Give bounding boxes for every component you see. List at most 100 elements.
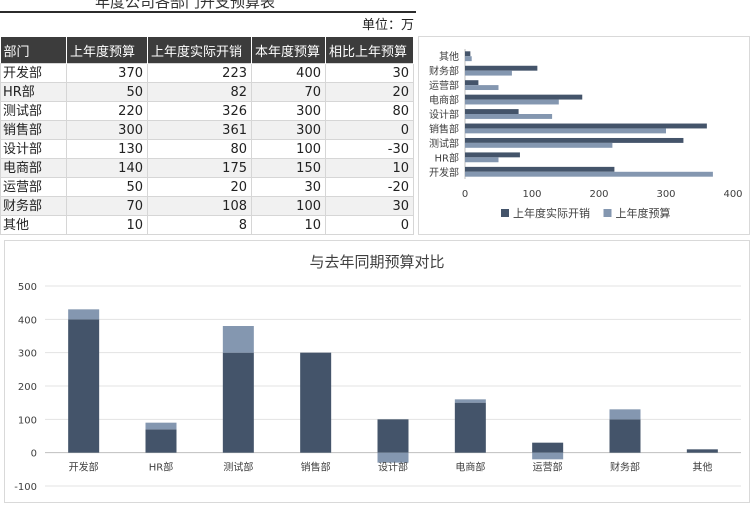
column-category-label: 电商部 bbox=[455, 461, 485, 474]
hbar-legend-label: 上年度预算 bbox=[616, 206, 671, 220]
table-cell-curr-budget: 400 bbox=[251, 63, 326, 83]
hbar-category-label: 运营部 bbox=[429, 79, 459, 92]
column-bar-delta bbox=[609, 409, 641, 420]
hbar-bar bbox=[465, 56, 472, 62]
table-cell-prev-budget: 130 bbox=[66, 139, 148, 159]
table-cell-prev-actual: 361 bbox=[147, 120, 252, 140]
table-row: 财务部 70 108 100 30 bbox=[0, 196, 414, 216]
hbar-bar bbox=[465, 137, 684, 143]
table-cell-prev-actual: 326 bbox=[147, 101, 252, 121]
hbar-bar bbox=[465, 85, 499, 91]
table-cell-curr-budget: 100 bbox=[251, 139, 326, 159]
table-cell-dept: 开发部 bbox=[0, 63, 67, 83]
hbar-tick-label: 400 bbox=[723, 189, 742, 200]
header-diff: 相比上年预算 bbox=[325, 37, 414, 64]
title-bar: 年度公司各部门开支预算表 bbox=[0, 0, 416, 13]
table-cell-diff: 0 bbox=[325, 120, 414, 140]
table-cell-curr-budget: 300 bbox=[251, 120, 326, 140]
hbar-legend-swatch bbox=[501, 209, 509, 217]
table-cell-diff: 30 bbox=[325, 63, 414, 83]
table-cell-dept: 运营部 bbox=[0, 177, 67, 197]
column-tick-label: 500 bbox=[18, 282, 37, 293]
column-bar bbox=[145, 429, 177, 453]
table-row: 其他 10 8 10 0 bbox=[0, 215, 414, 235]
table-cell-curr-budget: 150 bbox=[251, 158, 326, 178]
column-bar bbox=[68, 319, 100, 453]
table-cell-dept: 电商部 bbox=[0, 158, 67, 178]
table-cell-dept: 测试部 bbox=[0, 101, 67, 121]
column-bar-delta bbox=[145, 422, 177, 430]
hbar-category-label: 测试部 bbox=[429, 137, 459, 150]
table-cell-curr-budget: 300 bbox=[251, 101, 326, 121]
column-tick-label: 0 bbox=[31, 449, 37, 460]
table-cell-prev-budget: 50 bbox=[66, 177, 148, 197]
column-tick-label: 300 bbox=[18, 349, 37, 360]
table-cell-curr-budget: 70 bbox=[251, 82, 326, 102]
table-cell-prev-actual: 8 bbox=[147, 215, 252, 235]
column-bar bbox=[686, 449, 718, 453]
table-cell-prev-actual: 20 bbox=[147, 177, 252, 197]
hbar-tick-label: 0 bbox=[462, 189, 468, 200]
column-category-label: 销售部 bbox=[301, 461, 331, 474]
column-tick-label: -100 bbox=[14, 482, 37, 493]
table-cell-prev-budget: 300 bbox=[66, 120, 148, 140]
table-cell-diff: 20 bbox=[325, 82, 414, 102]
hbar-legend-label: 上年度实际开销 bbox=[513, 206, 590, 220]
page-title: 年度公司各部门开支预算表 bbox=[95, 0, 276, 11]
table-cell-diff: 0 bbox=[325, 215, 414, 235]
column-category-label: 其他 bbox=[692, 461, 712, 474]
table-cell-diff: 80 bbox=[325, 101, 414, 121]
hbar-bar bbox=[465, 70, 512, 76]
column-bar bbox=[609, 419, 641, 453]
hbar-bar bbox=[465, 123, 707, 129]
hbar-category-label: 其他 bbox=[439, 50, 459, 63]
table-row: 电商部 140 175 150 10 bbox=[0, 158, 414, 178]
column-bar-delta bbox=[377, 452, 409, 463]
column-bar-delta bbox=[68, 309, 100, 320]
hbar-bar bbox=[465, 80, 479, 86]
table-cell-dept: 财务部 bbox=[0, 196, 67, 216]
column-tick-label: 400 bbox=[18, 315, 37, 326]
table-cell-diff: 10 bbox=[325, 158, 414, 178]
column-bar-delta bbox=[532, 452, 564, 460]
hbar-tick-label: 200 bbox=[589, 189, 608, 200]
column-category-label: 开发部 bbox=[69, 461, 99, 474]
table-cell-diff: -20 bbox=[325, 177, 414, 197]
table-row: 设计部 130 80 100 -30 bbox=[0, 139, 414, 159]
hbar-tick-label: 100 bbox=[522, 189, 541, 200]
column-category-label: HR部 bbox=[149, 461, 173, 474]
column-chart: 与去年同期预算对比 500 400 300 200 100 0 -100 开发部 HR部 测试部 销售… bbox=[4, 240, 750, 503]
table-cell-prev-budget: 140 bbox=[66, 158, 148, 178]
column-category-label: 测试部 bbox=[223, 461, 253, 474]
column-bar bbox=[377, 419, 409, 453]
hbar-tick-label: 300 bbox=[656, 189, 675, 200]
table-row: 销售部 300 361 300 0 bbox=[0, 120, 414, 140]
hbar-bar bbox=[465, 166, 615, 172]
header-prev-budget: 上年度预算 bbox=[66, 37, 148, 64]
table-cell-prev-budget: 70 bbox=[66, 196, 148, 216]
budget-table: 部门 上年度预算 上年度实际开销 本年度预算 相比上年预算 开发部 370 223 4… bbox=[0, 37, 414, 235]
hbar-category-label: 财务部 bbox=[429, 65, 459, 78]
hbar-bar bbox=[465, 128, 666, 134]
horizontal-bar-chart: 开发部 HR部 测试部 销售部 设计部 电商部 运营部 财务部 其他 0 100 200 300 400 上… bbox=[418, 36, 750, 235]
hbar-category-label: 电商部 bbox=[429, 94, 459, 107]
header-dept: 部门 bbox=[0, 37, 67, 64]
unit-label: 单位：万 bbox=[361, 18, 414, 33]
hbar-category-label: HR部 bbox=[435, 151, 459, 164]
header-prev-actual: 上年度实际开销 bbox=[147, 37, 252, 64]
column-bar bbox=[532, 442, 564, 453]
hbar-bar bbox=[465, 142, 613, 148]
table-cell-dept: 销售部 bbox=[0, 120, 67, 140]
hbar-bar bbox=[465, 94, 583, 100]
hbar-category-label: 销售部 bbox=[429, 122, 459, 135]
table-cell-prev-budget: 220 bbox=[66, 101, 148, 121]
hbar-bar bbox=[465, 114, 553, 119]
table-cell-prev-actual: 108 bbox=[147, 196, 252, 216]
column-bar bbox=[300, 352, 332, 453]
hbar-bar bbox=[465, 109, 519, 114]
table-cell-prev-budget: 50 bbox=[66, 82, 148, 102]
hbar-category-label: 开发部 bbox=[429, 166, 459, 179]
hbar-bar bbox=[465, 51, 471, 57]
table-cell-curr-budget: 30 bbox=[251, 177, 326, 197]
